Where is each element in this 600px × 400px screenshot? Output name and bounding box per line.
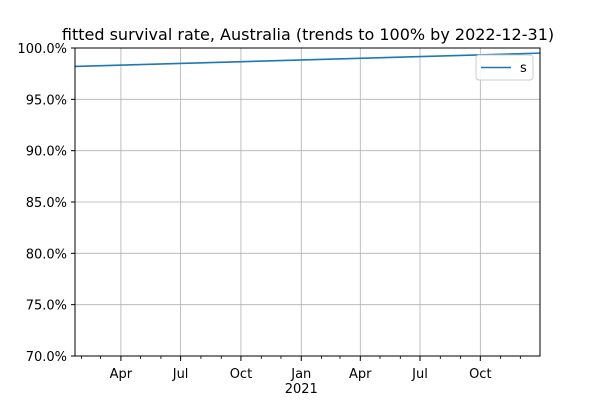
x-tick-label: Apr: [349, 367, 372, 382]
y-tick-label: 75.0%: [26, 299, 67, 314]
plot-frame: [74, 47, 541, 357]
legend-label: s: [520, 61, 527, 76]
y-tick-label: 85.0%: [26, 196, 67, 211]
y-tick-label: 90.0%: [26, 145, 67, 160]
x-tick-label: Jul: [172, 367, 189, 382]
series-line: [74, 52, 541, 68]
x-year-label: 2021: [285, 382, 318, 397]
y-tick-label: 100.0%: [17, 42, 67, 57]
axis-ticks: 70.0% 75.0% 80.0% 85.0% 90.0% 95.0% 100.0% Apr J…: [17, 42, 521, 397]
y-tick-label: 80.0%: [26, 247, 67, 262]
x-tick-label: Oct: [230, 367, 252, 382]
series-layer: [74, 52, 541, 68]
chart-title: fitted survival rate, Australia (trends …: [62, 25, 554, 44]
y-tick-label: 70.0%: [26, 350, 67, 365]
y-tick-label: 95.0%: [26, 93, 67, 108]
x-tick-label: Apr: [110, 367, 133, 382]
x-tick-label: Jul: [411, 367, 428, 382]
x-tick-label: Jan: [290, 367, 311, 382]
grid-lines: [75, 47, 540, 357]
legend: s: [475, 54, 534, 81]
x-tick-label: Oct: [469, 367, 491, 382]
